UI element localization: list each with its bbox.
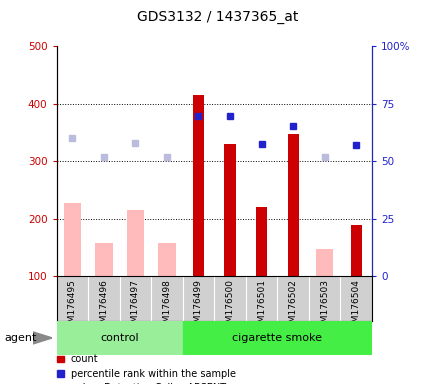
Text: GSM176502: GSM176502 bbox=[288, 279, 297, 334]
Bar bbox=[350, 225, 361, 276]
Text: GSM176498: GSM176498 bbox=[162, 279, 171, 334]
Text: GSM176504: GSM176504 bbox=[351, 279, 360, 334]
Text: GSM176496: GSM176496 bbox=[99, 279, 108, 334]
Text: GSM176495: GSM176495 bbox=[68, 279, 77, 334]
Text: agent: agent bbox=[4, 333, 36, 343]
Text: cigarette smoke: cigarette smoke bbox=[232, 333, 322, 343]
Bar bbox=[95, 243, 112, 276]
Bar bbox=[287, 134, 298, 276]
Text: GSM176503: GSM176503 bbox=[319, 279, 329, 334]
Text: GDS3132 / 1437365_at: GDS3132 / 1437365_at bbox=[137, 10, 297, 23]
Text: GSM176500: GSM176500 bbox=[225, 279, 234, 334]
Bar bbox=[158, 243, 175, 276]
Text: value, Detection Call = ABSENT: value, Detection Call = ABSENT bbox=[71, 383, 226, 384]
Bar bbox=[182, 321, 371, 355]
Bar bbox=[126, 210, 144, 276]
Bar bbox=[315, 249, 332, 276]
Text: GSM176497: GSM176497 bbox=[131, 279, 140, 334]
Polygon shape bbox=[33, 332, 52, 344]
Bar bbox=[224, 144, 235, 276]
Text: percentile rank within the sample: percentile rank within the sample bbox=[71, 369, 235, 379]
Text: count: count bbox=[71, 354, 99, 364]
Bar bbox=[193, 95, 204, 276]
Text: control: control bbox=[100, 333, 138, 343]
Text: GSM176499: GSM176499 bbox=[194, 279, 203, 334]
Bar bbox=[256, 207, 266, 276]
Text: GSM176501: GSM176501 bbox=[256, 279, 266, 334]
Bar bbox=[56, 321, 182, 355]
Bar bbox=[63, 203, 81, 276]
